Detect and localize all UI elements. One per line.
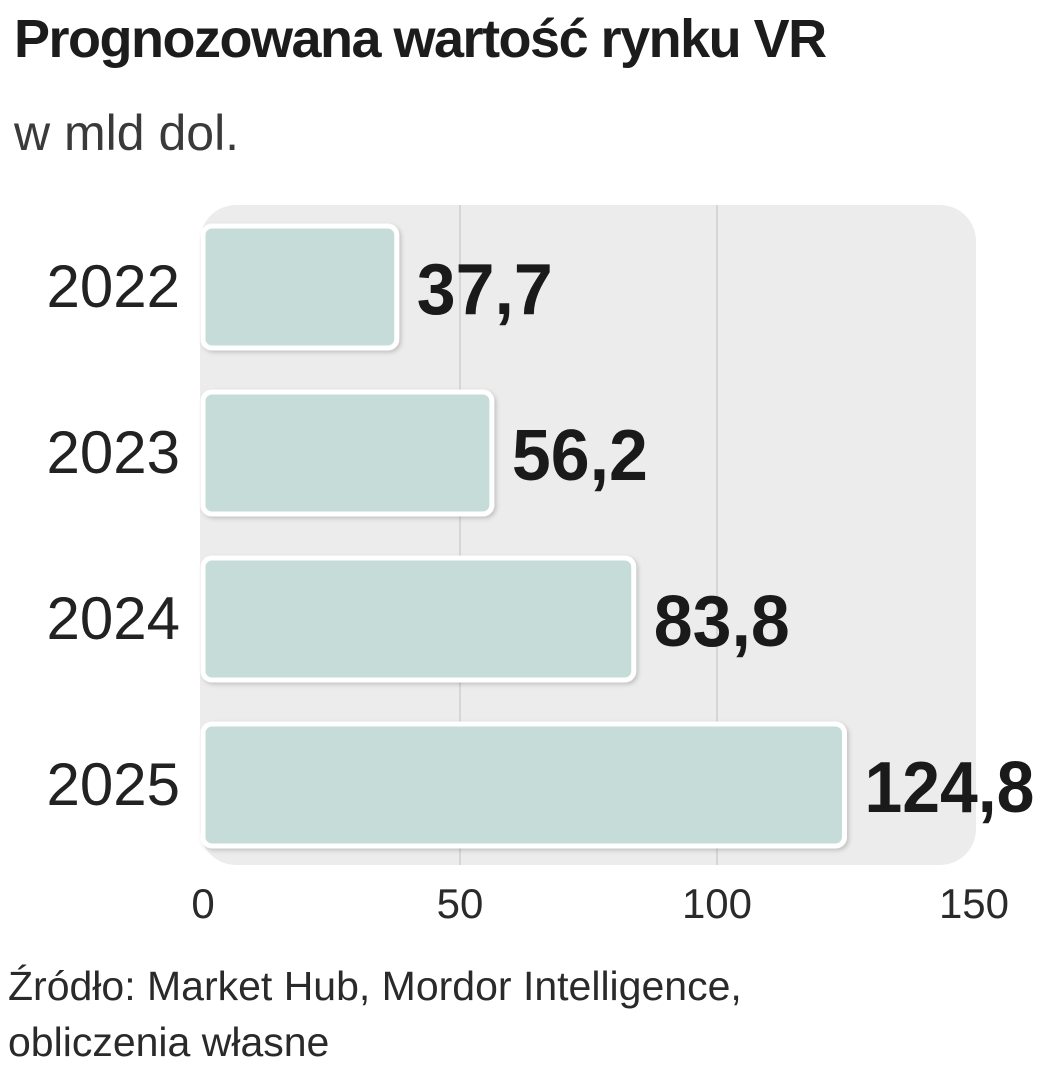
bar-chart: 2022 37,7 2023 56,2 2024 83,8 2025 124,8 0 50 100… xyxy=(47,205,1035,927)
category-label: 2024 xyxy=(47,585,180,652)
category-label: 2025 xyxy=(47,751,180,818)
category-label: 2022 xyxy=(47,253,180,320)
bar xyxy=(200,389,495,517)
bars xyxy=(200,223,847,849)
value-label: 83,8 xyxy=(654,582,790,662)
x-tick-label: 100 xyxy=(682,880,752,927)
source-line-1: Źródło: Market Hub, Mordor Intelligence, xyxy=(8,963,742,1009)
value-label: 37,7 xyxy=(417,250,553,330)
labels: 2022 37,7 2023 56,2 2024 83,8 2025 124,8 xyxy=(47,250,1035,828)
bar xyxy=(200,223,400,351)
x-tick-label: 0 xyxy=(191,880,214,927)
value-label: 124,8 xyxy=(864,748,1034,828)
category-label: 2023 xyxy=(47,419,180,486)
chart-subtitle: w mld dol. xyxy=(14,105,240,161)
x-tick-label: 50 xyxy=(437,880,484,927)
x-tick-label: 150 xyxy=(939,880,1009,927)
bar xyxy=(200,721,847,849)
chart-title: Prognozowana wartość rynku VR xyxy=(14,9,827,69)
source-line-2: obliczenia własne xyxy=(8,1019,330,1065)
value-label: 56,2 xyxy=(512,416,648,496)
bar xyxy=(200,555,637,683)
source-note: Źródło: Market Hub, Mordor Intelligence,… xyxy=(8,958,1048,1070)
x-axis-ticks: 0 50 100 150 xyxy=(191,880,1009,927)
plot-area xyxy=(200,205,976,865)
